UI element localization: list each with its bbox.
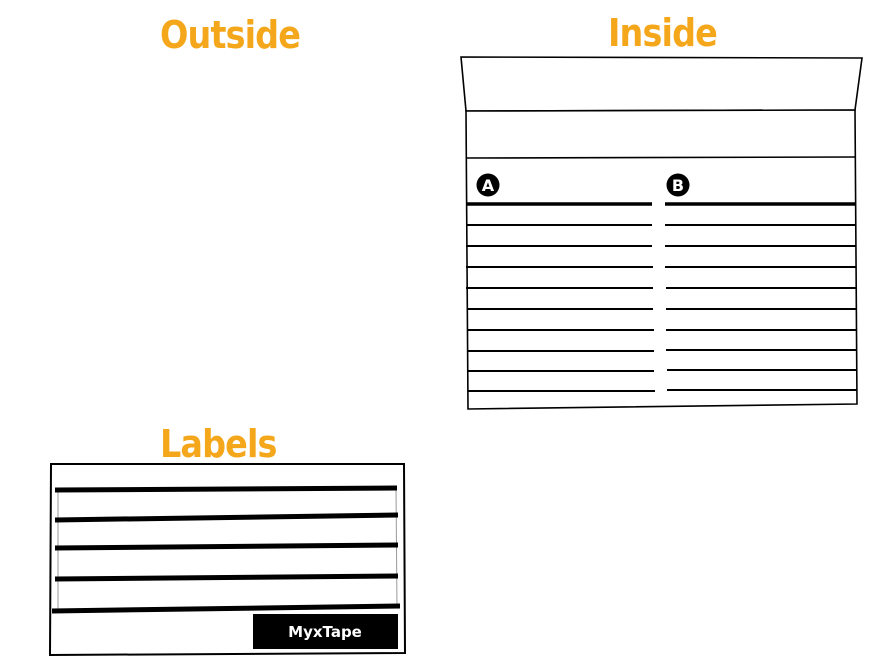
- side-b-track-lines: [665, 224, 857, 391]
- label-strip-line: [54, 485, 398, 493]
- side-a-track-lines: [466, 224, 655, 392]
- side-b-letter: B: [672, 176, 684, 195]
- side-b-marker: B: [666, 173, 690, 197]
- labels-inner-right-guide: [395, 487, 398, 609]
- label-strip-line: [54, 512, 399, 523]
- outside-heading: Outside: [160, 13, 301, 57]
- label-strip-line: [54, 542, 399, 551]
- labels-sheet: MyxTape: [48, 463, 407, 657]
- brand-text: MyxTape: [288, 623, 362, 641]
- jcard-outline: [465, 109, 858, 410]
- jcard-spine-line: [465, 156, 857, 159]
- labels-heading: Labels: [160, 422, 277, 466]
- side-a-marker: A: [476, 173, 500, 197]
- inside-jcard: [460, 56, 863, 410]
- label-strip-line: [54, 573, 399, 582]
- brand-plate: [253, 614, 398, 649]
- inside-heading: Inside: [608, 11, 718, 55]
- side-a-letter: A: [482, 176, 495, 195]
- label-strip-line: [51, 603, 401, 614]
- jcard-flap: [460, 56, 863, 112]
